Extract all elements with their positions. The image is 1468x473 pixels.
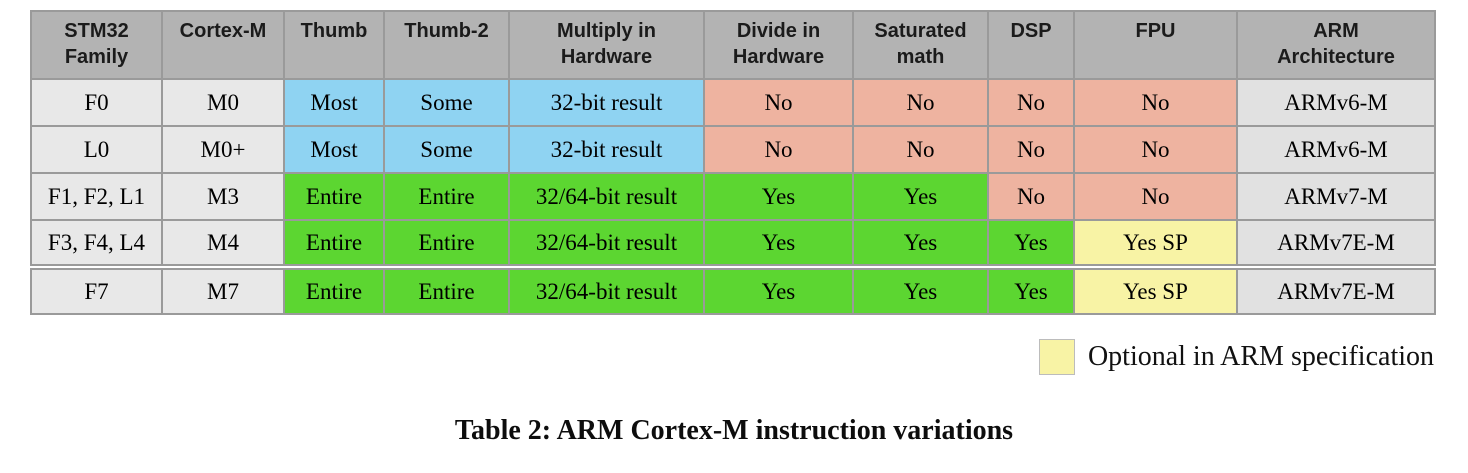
table-cell: Yes (703, 264, 854, 315)
table-cell: ARMv6-M (1236, 125, 1436, 174)
table-cell: No (703, 125, 854, 174)
legend-label: Optional in ARM specification (1087, 341, 1434, 372)
table-cell: Some (383, 78, 510, 127)
fpu-legend: Optional in ARM specification (30, 339, 1434, 375)
table-cell: M7 (161, 264, 285, 315)
table-row: F7 M7 Entire Entire 32/64-bit result Yes Yes Ye… (30, 264, 1436, 315)
table-cell: Yes (852, 219, 989, 268)
table-cell: Entire (383, 219, 510, 268)
header-row: STM32 Family Cortex-M Thumb Thumb-2 Multiply… (30, 10, 1436, 80)
table-row: F0 M0 Most Some 32-bit result No No No No ARMv6-M (30, 78, 1436, 127)
table-cell: L0 (30, 125, 163, 174)
table-cell: No (1073, 172, 1238, 221)
column-header: STM32 Family (30, 10, 163, 80)
table-cell: No (1073, 125, 1238, 174)
table-cell: Entire (283, 172, 385, 221)
table-row: F3, F4, L4 M4 Entire Entire 32/64-bit result… (30, 219, 1436, 268)
table-cell: F1, F2, L1 (30, 172, 163, 221)
column-header: Multiply in Hardware (508, 10, 705, 80)
table-body: F0 M0 Most Some 32-bit result No No No No ARMv6-M… (30, 78, 1436, 315)
column-header: DSP (987, 10, 1075, 80)
column-header: Saturated math (852, 10, 989, 80)
table-cell: Entire (383, 172, 510, 221)
table-cell: Yes (703, 219, 854, 268)
table-cell: Yes (852, 264, 989, 315)
table-cell: 32-bit result (508, 125, 705, 174)
table-cell: ARMv7E-M (1236, 264, 1436, 315)
table-cell: No (852, 125, 989, 174)
table-cell: F3, F4, L4 (30, 219, 163, 268)
table-cell: M0 (161, 78, 285, 127)
table-cell: F0 (30, 78, 163, 127)
table-cell: Yes (987, 219, 1075, 268)
table-cell: No (703, 78, 854, 127)
table-cell: ARMv6-M (1236, 78, 1436, 127)
table-cell: M4 (161, 219, 285, 268)
table-cell: M3 (161, 172, 285, 221)
column-header: Thumb-2 (383, 10, 510, 80)
table-cell: Yes (852, 172, 989, 221)
table-cell: No (1073, 78, 1238, 127)
table-cell: No (852, 78, 989, 127)
table-cell: 32/64-bit result (508, 172, 705, 221)
table-cell: No (987, 172, 1075, 221)
column-header: Thumb (283, 10, 385, 80)
column-header: FPU (1073, 10, 1238, 80)
table-cell: Most (283, 125, 385, 174)
table-cell: 32/64-bit result (508, 264, 705, 315)
table-cell: No (987, 78, 1075, 127)
table-cell: Yes SP (1073, 264, 1238, 315)
table-cell: Entire (383, 264, 510, 315)
table-row: F1, F2, L1 M3 Entire Entire 32/64-bit result… (30, 172, 1436, 221)
table-cell: ARMv7E-M (1236, 219, 1436, 268)
table-caption: Table 2: ARM Cortex-M instruction variat… (454, 415, 1014, 446)
table-cell: Most (283, 78, 385, 127)
column-header: ARM Architecture (1236, 10, 1436, 80)
table-cell: Entire (283, 219, 385, 268)
table-row: L0 M0+ Most Some 32-bit result No No No No ARMv6-… (30, 125, 1436, 174)
table-cell: 32/64-bit result (508, 219, 705, 268)
table-cell: Entire (283, 264, 385, 315)
optional-legend-swatch (1038, 339, 1075, 375)
column-header: Cortex-M (161, 10, 285, 80)
table-cell: Yes (987, 264, 1075, 315)
column-header: Divide in Hardware (703, 10, 854, 80)
table-cell: Some (383, 125, 510, 174)
table-cell: 32-bit result (508, 78, 705, 127)
table-cell: Yes SP (1073, 219, 1238, 268)
table-cell: No (987, 125, 1075, 174)
table-cell: ARMv7-M (1236, 172, 1436, 221)
table-cell: F7 (30, 264, 163, 315)
instruction-table: STM32 Family Cortex-M Thumb Thumb-2 Multiply… (30, 10, 1436, 315)
table-cell: M0+ (161, 125, 285, 174)
table-cell: Yes (703, 172, 854, 221)
